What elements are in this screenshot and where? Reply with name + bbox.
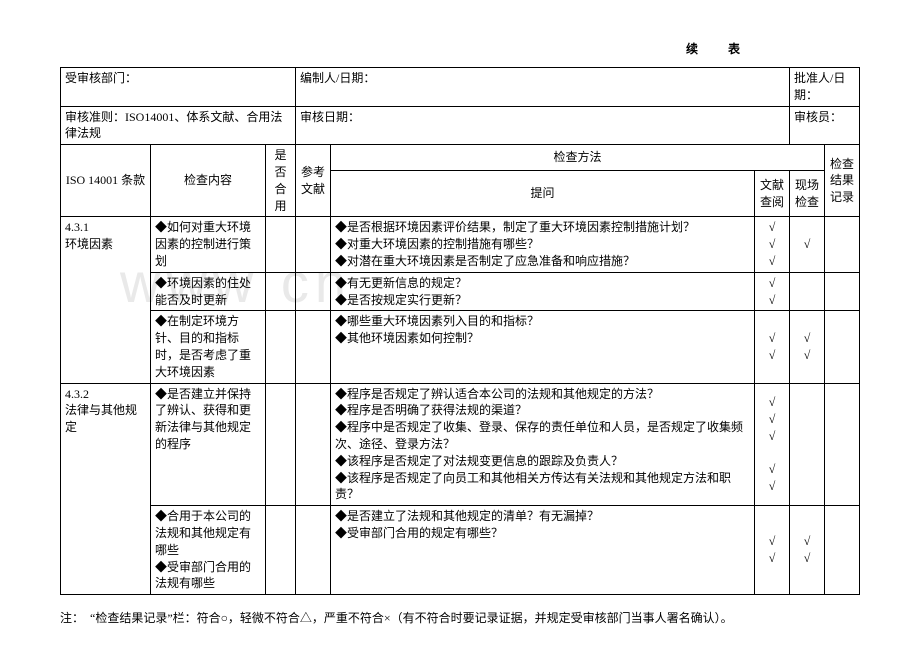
col-clause: ISO 14001 条款: [61, 145, 151, 217]
result-cell: [825, 383, 860, 506]
question-cell: ◆程序是否规定了辨认适合本公司的法规和其他规定的方法？ ◆程序是否明确了获得法规…: [331, 383, 755, 506]
applicable-cell: [266, 311, 296, 383]
table-row: ◆环境因素的住处能否及时更新 ◆有无更新信息的规定？ ◆是否按规定实行更新？ √…: [61, 272, 860, 311]
applicable-cell: [266, 383, 296, 506]
question-cell: ◆哪些重大环境因素列入目的和指标？ ◆其他环境因素如何控制？: [331, 311, 755, 383]
col-question: 提问: [331, 171, 755, 217]
doc-cell: √ √: [754, 311, 789, 383]
question-cell: ◆是否建立了法规和其他规定的清单？有无漏掉？ ◆受审部门合用的规定有哪些？: [331, 506, 755, 595]
col-applicable: 是否合用: [266, 145, 296, 217]
col-header-1: ISO 14001 条款 检查内容 是否合用 参考文献 检查方法 检查结果记录: [61, 145, 860, 171]
header-row-2: 审核准则：ISO14001、体系文献、合用法律法规 审核日期： 审核员：: [61, 106, 860, 145]
col-site: 现场检查: [790, 171, 825, 217]
audit-dept-label: 受审核部门：: [61, 68, 296, 107]
result-cell: [825, 506, 860, 595]
reference-cell: [296, 272, 331, 311]
col-reference: 参考文献: [296, 145, 331, 217]
col-doc: 文献查阅: [754, 171, 789, 217]
doc-cell: √ √ √: [754, 217, 789, 272]
doc-cell: √ √: [754, 506, 789, 595]
audit-table: 受审核部门： 编制人/日期： 批准人/日期： 审核准则：ISO14001、体系文…: [60, 67, 860, 595]
question-cell: ◆有无更新信息的规定？ ◆是否按规定实行更新？: [331, 272, 755, 311]
site-cell: √ √: [790, 311, 825, 383]
table-row: 4.3.1 环境因素 ◆如何对重大环境因素的控制进行策划 ◆是否根据环境因素评价…: [61, 217, 860, 272]
approver-label: 批准人/日期：: [790, 68, 860, 107]
site-cell: √ √: [790, 506, 825, 595]
reference-cell: [296, 311, 331, 383]
table-row: 4.3.2 法律与其他规定 ◆是否建立并保持了辨认、获得和更新法律与其他规定的程…: [61, 383, 860, 506]
col-method: 检查方法: [331, 145, 825, 171]
site-cell: [790, 383, 825, 506]
content-cell: ◆合用于本公司的法规和其他规定有哪些 ◆受审部门合用的法规有哪些: [151, 506, 266, 595]
reference-cell: [296, 383, 331, 506]
content-cell: ◆在制定环境方针、目的和指标时，是否考虑了重大环境因素: [151, 311, 266, 383]
auditor-label: 审核员：: [790, 106, 860, 145]
content-cell: ◆如何对重大环境因素的控制进行策划: [151, 217, 266, 272]
applicable-cell: [266, 217, 296, 272]
audit-date-label: 审核日期：: [296, 106, 790, 145]
clause-cell: 4.3.1 环境因素: [61, 217, 151, 383]
continuation-title: 续表: [60, 40, 860, 57]
result-cell: [825, 217, 860, 272]
footnote: 注： “检查结果记录”栏：符合○，轻微不符合△，严重不符合×（有不符合时要记录证…: [60, 609, 860, 626]
preparer-label: 编制人/日期：: [296, 68, 790, 107]
col-content: 检查内容: [151, 145, 266, 217]
site-cell: [790, 272, 825, 311]
applicable-cell: [266, 272, 296, 311]
criteria-label: 审核准则：ISO14001、体系文献、合用法律法规: [61, 106, 296, 145]
applicable-cell: [266, 506, 296, 595]
question-cell: ◆是否根据环境因素评价结果，制定了重大环境因素控制措施计划？ ◆对重大环境因素的…: [331, 217, 755, 272]
reference-cell: [296, 217, 331, 272]
col-result: 检查结果记录: [825, 145, 860, 217]
header-row-1: 受审核部门： 编制人/日期： 批准人/日期：: [61, 68, 860, 107]
result-cell: [825, 272, 860, 311]
content-cell: ◆是否建立并保持了辨认、获得和更新法律与其他规定的程序: [151, 383, 266, 506]
table-row: ◆合用于本公司的法规和其他规定有哪些 ◆受审部门合用的法规有哪些 ◆是否建立了法…: [61, 506, 860, 595]
content-cell: ◆环境因素的住处能否及时更新: [151, 272, 266, 311]
table-row: ◆在制定环境方针、目的和指标时，是否考虑了重大环境因素 ◆哪些重大环境因素列入目…: [61, 311, 860, 383]
doc-cell: √ √ √ √ √: [754, 383, 789, 506]
reference-cell: [296, 506, 331, 595]
site-cell: √: [790, 217, 825, 272]
result-cell: [825, 311, 860, 383]
clause-cell: 4.3.2 法律与其他规定: [61, 383, 151, 595]
doc-cell: √ √: [754, 272, 789, 311]
